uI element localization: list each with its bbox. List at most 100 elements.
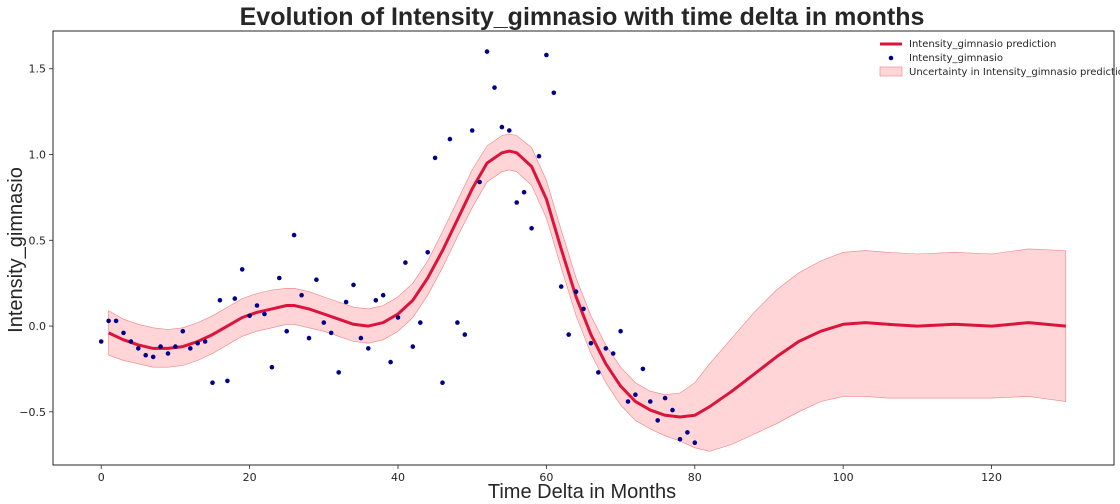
observed-point [492, 85, 497, 90]
observed-point [195, 340, 200, 346]
x-tick-label: 40 [391, 471, 405, 484]
observed-point [529, 226, 534, 231]
observed-point [165, 351, 171, 356]
y-tick-label: 0.0 [29, 320, 47, 333]
observed-point [677, 437, 683, 442]
observed-point [544, 52, 549, 58]
legend-swatch-uncertainty [879, 66, 903, 77]
observed-point [247, 313, 252, 319]
observed-point [633, 392, 638, 398]
observed-point [455, 320, 460, 325]
observed-point [173, 344, 178, 349]
observed-point [239, 267, 245, 272]
observed-points-layer [98, 49, 698, 446]
observed-point [336, 370, 342, 375]
observed-point [306, 335, 312, 341]
observed-point [321, 320, 327, 325]
observed-point [158, 344, 163, 349]
observed-point [499, 124, 505, 130]
observed-point [217, 298, 223, 303]
observed-point [432, 155, 438, 161]
observed-point [180, 328, 186, 334]
observed-point [662, 395, 668, 401]
observed-point [447, 136, 453, 142]
observed-point [269, 364, 275, 370]
observed-point [692, 440, 698, 446]
observed-point [202, 339, 208, 344]
observed-point [410, 344, 416, 349]
x-tick-label: 0 [98, 471, 105, 484]
observed-point [395, 315, 401, 320]
prediction-line [107, 149, 1066, 419]
observed-point [469, 128, 475, 133]
x-tick-label: 20 [243, 471, 257, 484]
observed-point [358, 335, 364, 341]
observed-point [98, 339, 104, 344]
x-tick-label: 60 [539, 471, 553, 484]
observed-point [507, 128, 512, 133]
observed-point [418, 320, 423, 325]
observed-point [284, 328, 290, 334]
observed-point [536, 153, 542, 159]
legend-swatch-observed [888, 55, 894, 61]
legend-label-uncertainty: Uncertainty in Intensity_gimnasio predic… [909, 67, 1120, 78]
observed-point [573, 289, 579, 295]
observed-point [610, 351, 616, 356]
legend-label-prediction: Intensity_gimnasio prediction [909, 39, 1056, 50]
observed-point [299, 292, 304, 298]
observed-point [373, 298, 379, 303]
uncertainty-band-layer [108, 133, 1067, 452]
observed-point [440, 380, 445, 386]
observed-point [113, 318, 119, 324]
observed-point [521, 189, 527, 195]
y-tick-label: 0.5 [29, 234, 47, 247]
observed-point [477, 179, 482, 185]
observed-point [314, 277, 319, 283]
plot-area [52, 30, 1115, 466]
observed-point [328, 330, 334, 336]
observed-point [588, 340, 594, 346]
y-axis-label: Intensity_gimnasio [5, 167, 27, 333]
observed-point [618, 328, 623, 334]
y-tick-label: 1.5 [29, 63, 47, 76]
observed-point [670, 407, 675, 413]
observed-point [188, 346, 193, 351]
observed-point [136, 346, 141, 351]
observed-point [551, 90, 557, 96]
legend-label-observed: Intensity_gimnasio [909, 53, 1003, 64]
observed-point [366, 346, 371, 351]
observed-point [106, 318, 111, 324]
observed-point [403, 260, 408, 265]
observed-point [210, 380, 215, 386]
y-tick-label: 1.0 [29, 149, 47, 162]
observed-point [143, 352, 148, 358]
observed-point [225, 378, 230, 384]
observed-point [640, 366, 646, 372]
observed-point [254, 303, 260, 308]
observed-point [128, 339, 134, 344]
observed-point [596, 370, 601, 375]
prediction-line-layer [107, 149, 1066, 419]
observed-point [291, 232, 297, 238]
observed-point [685, 430, 690, 435]
observed-point [655, 418, 660, 423]
observed-point [581, 306, 586, 312]
observed-point [566, 332, 571, 337]
observed-point [277, 275, 282, 281]
x-axis-label: Time Delta in Months [488, 481, 676, 503]
uncertainty-band [108, 133, 1067, 452]
observed-point [121, 330, 126, 336]
x-axis-ticks: 0 20 40 60 80 100 120 [98, 465, 1002, 484]
chart-title: Evolution of Intensity_gimnasio with tim… [240, 3, 925, 31]
observed-point [351, 282, 356, 288]
x-tick-label: 80 [688, 471, 702, 484]
observed-point [343, 299, 349, 305]
observed-point [514, 200, 519, 205]
observed-point [425, 250, 431, 255]
observed-point [262, 311, 267, 317]
observed-point [648, 399, 653, 404]
observed-point [232, 296, 238, 301]
observed-point [150, 354, 156, 360]
observed-point [603, 346, 609, 351]
